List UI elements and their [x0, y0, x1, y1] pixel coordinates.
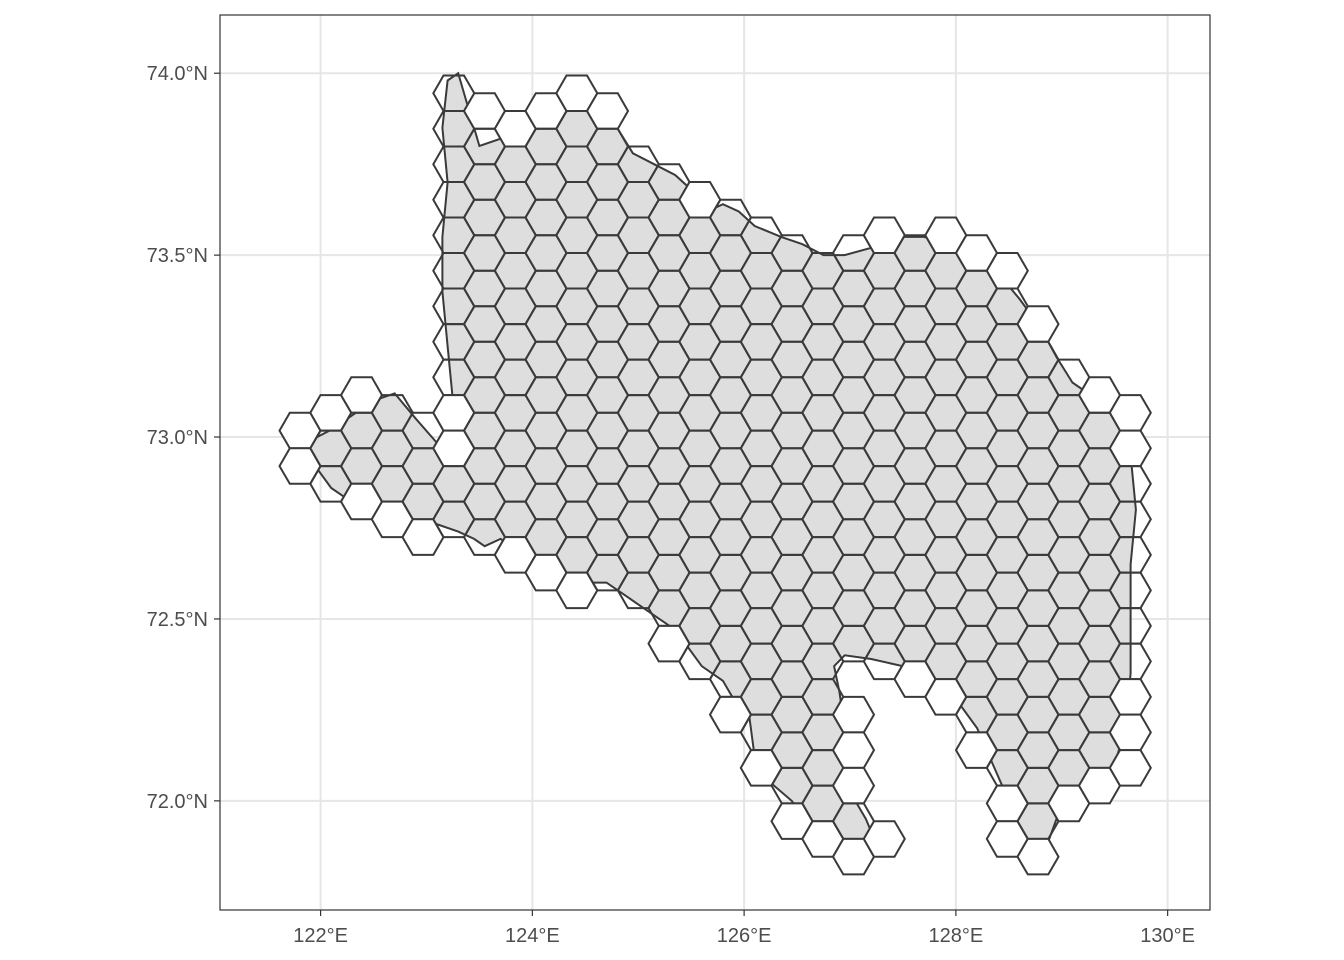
- hex-cell: [831, 731, 876, 769]
- hex-cell: [985, 252, 1029, 290]
- hex-cell: [862, 820, 906, 858]
- x-tick-label: 122°E: [293, 925, 348, 947]
- hex-cell: [1108, 394, 1152, 432]
- x-axis: 122°E 124°E 126°E 128°E 130°E: [293, 910, 1195, 947]
- x-tick-label: 130°E: [1140, 925, 1195, 947]
- y-axis: 72.0°N 72.5°N 73.0°N 73.5°N 74.0°N: [147, 63, 220, 813]
- hex-cell: [585, 92, 630, 130]
- hex-grid: [278, 74, 1152, 876]
- x-tick-label: 126°E: [717, 925, 772, 947]
- y-tick-label: 73.0°N: [147, 427, 208, 449]
- x-tick-label: 128°E: [929, 925, 984, 947]
- hex-cell: [1016, 837, 1060, 876]
- hex-cell: [1108, 678, 1152, 716]
- hex-cell: [831, 695, 876, 734]
- hex-cell: [1108, 713, 1152, 752]
- hex-cell: [1108, 429, 1152, 468]
- y-tick-label: 74.0°N: [147, 63, 208, 85]
- panel-border: [219, 14, 1211, 911]
- hex-cell: [1016, 305, 1060, 343]
- x-tick-label: 124°E: [505, 925, 560, 947]
- y-tick-label: 72.5°N: [147, 609, 208, 631]
- y-tick-label: 72.0°N: [147, 791, 208, 813]
- hex-cell: [1108, 749, 1152, 787]
- y-tick-label: 73.5°N: [147, 245, 208, 267]
- hex-cell: [831, 766, 876, 805]
